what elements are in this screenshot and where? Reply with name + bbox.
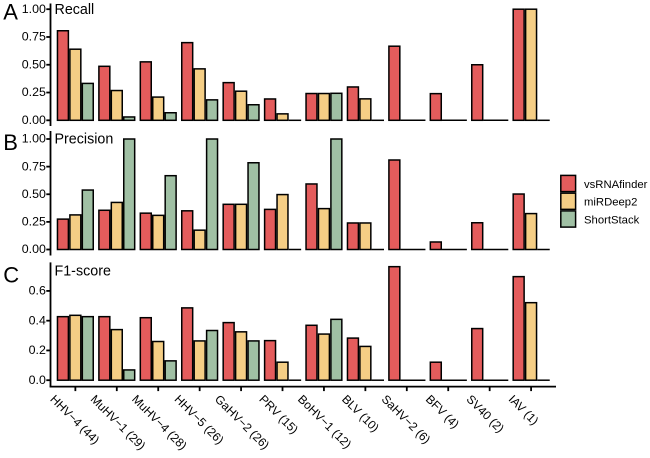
svg-text:Precision: Precision	[55, 132, 114, 148]
svg-text:0.50: 0.50	[22, 57, 46, 71]
svg-text:miRDeep2: miRDeep2	[584, 197, 637, 209]
svg-text:0.2: 0.2	[29, 343, 46, 357]
svg-text:0.00: 0.00	[22, 113, 46, 127]
svg-text:0.25: 0.25	[22, 85, 46, 99]
svg-text:B: B	[3, 130, 18, 155]
svg-text:0.6: 0.6	[29, 284, 46, 298]
svg-text:0.00: 0.00	[22, 242, 46, 256]
svg-text:C: C	[3, 262, 19, 287]
svg-text:0.75: 0.75	[22, 30, 46, 44]
svg-text:0.50: 0.50	[22, 187, 46, 201]
svg-text:0.75: 0.75	[22, 159, 46, 173]
svg-text:1.00: 1.00	[22, 132, 46, 146]
svg-text:1.00: 1.00	[22, 2, 46, 16]
svg-text:F1-score: F1-score	[55, 264, 111, 280]
svg-text:0.4: 0.4	[29, 313, 46, 327]
svg-text:Recall: Recall	[55, 2, 95, 18]
svg-text:A: A	[3, 0, 18, 25]
svg-text:ShortStack: ShortStack	[584, 214, 640, 226]
svg-text:0.0: 0.0	[29, 373, 46, 387]
svg-text:vsRNAfinder: vsRNAfinder	[584, 179, 648, 191]
svg-text:0.25: 0.25	[22, 215, 46, 229]
